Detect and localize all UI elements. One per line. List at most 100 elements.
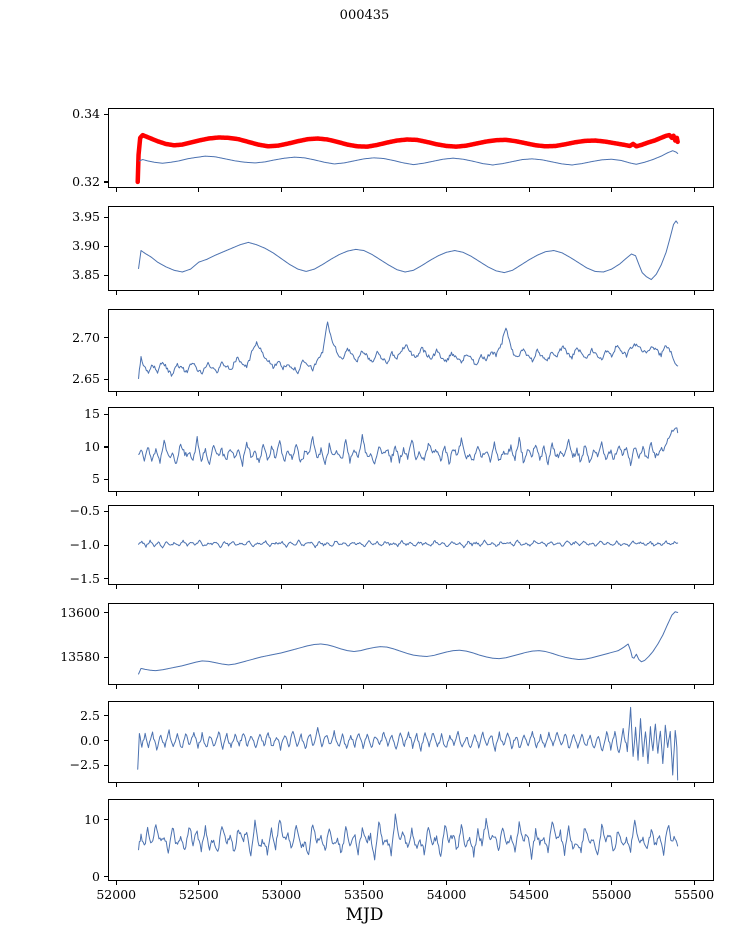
x-tick-mark [198,392,200,396]
x-tick-mark [528,685,530,689]
y-tick-label: 0 [92,868,100,884]
plot-panel-b1 [108,701,714,783]
x-tick-mark [528,291,530,295]
x-tick-mark [363,188,365,192]
y-tick-label: 3.95 [72,209,100,225]
x-tick-mark [363,881,365,885]
y-tick-mark [104,715,108,717]
x-tick-mark [693,291,695,295]
x-tick-mark [528,392,530,396]
x-tick-mark [280,881,282,885]
x-tick-mark [611,783,613,787]
x-tick-mark [445,783,448,787]
figure-title: 000435 [339,8,390,23]
x-tick-mark [280,585,282,589]
y-tick-mark [104,245,108,248]
x-tick-mark [445,585,448,589]
x-tick-label: 53000 [261,887,302,902]
x-tick-mark [198,685,200,689]
y-tick-label: 0.0 [80,732,100,748]
x-tick-mark [611,881,613,885]
y-tick-mark [104,764,108,766]
x-tick-mark [611,585,613,589]
x-tick-mark [528,188,530,192]
x-tick-mark [115,585,117,589]
x-tick-mark [611,188,613,192]
series-chi2 [138,813,679,861]
y-tick-label: 13580 [60,649,100,665]
x-tick-mark [363,585,365,589]
x-tick-mark [528,492,530,496]
x-tick-mark [693,188,695,192]
x-tick-mark [363,291,365,295]
plot-panel-chi2 [108,799,714,881]
x-tick-mark [445,492,448,496]
y-tick-mark [104,819,108,821]
series-b0 [138,611,679,675]
y-tick-label: 15 [84,406,100,422]
x-tick-label: 55500 [674,887,715,902]
y-tick-mark [104,578,108,580]
y-tick-label: −2.5 [69,757,100,773]
x-tick-mark [445,392,448,396]
plot-panel-b0 [108,603,714,685]
x-tick-mark [611,492,613,496]
x-tick-mark [363,783,365,787]
x-tick-mark [693,881,695,885]
x-tick-mark [198,291,200,295]
y-tick-mark [104,181,108,183]
x-tick-mark [280,783,282,787]
x-tick-label: 55000 [591,887,632,902]
plot-panel-sigma0 [108,206,714,291]
series-f_knee [138,427,679,467]
series-g_data [138,150,679,166]
x-tick-mark [115,492,117,496]
y-tick-label: 10 [84,438,100,454]
y-tick-mark [104,478,108,480]
x-tick-mark [280,685,282,689]
x-tick-mark [445,881,448,885]
x-tick-mark [693,783,695,787]
x-tick-mark [280,392,282,396]
series-sigma0 [138,220,679,281]
x-tick-mark [445,685,448,689]
y-tick-mark [104,510,108,512]
x-tick-mark [611,392,613,396]
x-tick-mark [280,188,282,192]
x-tick-mark [198,188,200,192]
plot-panel-f_knee [108,407,714,492]
x-tick-mark [693,492,695,496]
y-tick-label: 2.65 [72,371,100,387]
x-tick-mark [198,492,200,496]
y-tick-mark [104,544,108,546]
x-tick-mark [528,585,530,589]
y-tick-mark [104,413,108,416]
x-tick-mark [445,291,448,295]
x-tick-mark [198,585,200,589]
x-tick-mark [115,188,117,192]
y-tick-mark [104,656,108,658]
y-tick-label: 0.34 [72,106,100,122]
x-tick-mark [693,585,695,589]
y-tick-mark [104,378,108,380]
y-tick-mark [104,612,108,614]
y-tick-mark [104,337,108,339]
x-tick-label: 54000 [426,887,467,902]
x-tick-mark [611,685,613,689]
y-tick-label: 5 [92,471,100,487]
x-tick-mark [280,492,282,496]
x-tick-mark [198,783,200,787]
x-tick-label: 52000 [96,887,137,902]
x-tick-mark [115,783,117,787]
plot-panel-alpha [108,505,714,585]
y-tick-label: −0.5 [69,503,100,519]
x-tick-mark [363,685,365,689]
x-tick-label: 54500 [509,887,549,902]
x-tick-mark [528,783,530,787]
y-tick-label: −1.0 [69,537,100,552]
x-tick-mark [115,881,117,885]
y-tick-mark [104,446,108,448]
x-tick-mark [115,685,117,689]
x-tick-mark [611,291,613,295]
